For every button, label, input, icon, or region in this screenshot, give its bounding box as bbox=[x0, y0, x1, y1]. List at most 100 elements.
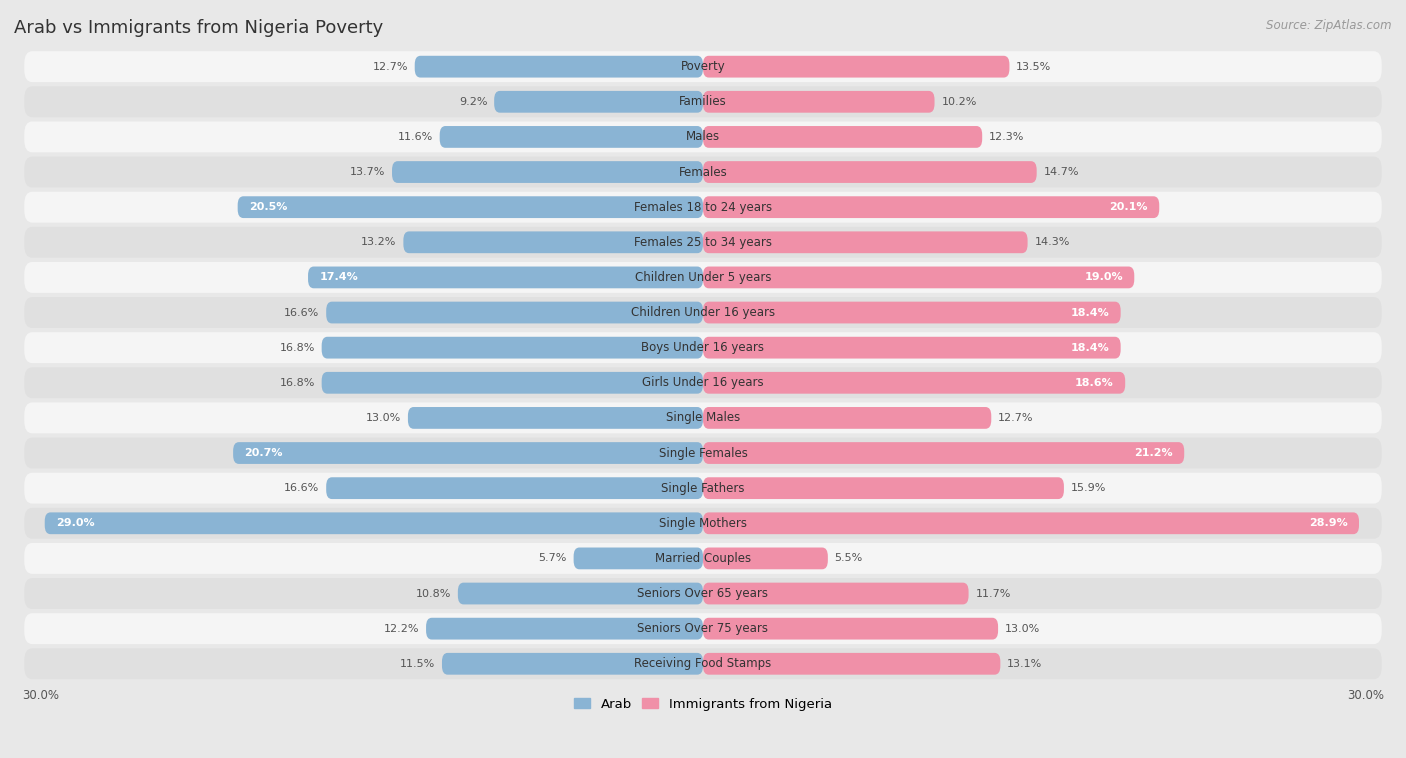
Text: Females 18 to 24 years: Females 18 to 24 years bbox=[634, 201, 772, 214]
FancyBboxPatch shape bbox=[308, 267, 703, 288]
FancyBboxPatch shape bbox=[24, 332, 1382, 363]
Text: 5.7%: 5.7% bbox=[538, 553, 567, 563]
FancyBboxPatch shape bbox=[24, 613, 1382, 644]
FancyBboxPatch shape bbox=[24, 297, 1382, 328]
FancyBboxPatch shape bbox=[24, 192, 1382, 223]
Text: Seniors Over 75 years: Seniors Over 75 years bbox=[637, 622, 769, 635]
FancyBboxPatch shape bbox=[392, 161, 703, 183]
Text: 13.1%: 13.1% bbox=[1007, 659, 1042, 669]
Text: 16.8%: 16.8% bbox=[280, 343, 315, 352]
FancyBboxPatch shape bbox=[703, 407, 991, 429]
Text: 12.2%: 12.2% bbox=[384, 624, 419, 634]
Text: 5.5%: 5.5% bbox=[835, 553, 863, 563]
FancyBboxPatch shape bbox=[458, 583, 703, 604]
FancyBboxPatch shape bbox=[426, 618, 703, 640]
Text: Receiving Food Stamps: Receiving Food Stamps bbox=[634, 657, 772, 670]
FancyBboxPatch shape bbox=[703, 618, 998, 640]
Text: 11.6%: 11.6% bbox=[398, 132, 433, 142]
Text: 20.7%: 20.7% bbox=[245, 448, 283, 458]
FancyBboxPatch shape bbox=[24, 262, 1382, 293]
FancyBboxPatch shape bbox=[494, 91, 703, 113]
FancyBboxPatch shape bbox=[24, 543, 1382, 574]
Text: Poverty: Poverty bbox=[681, 60, 725, 74]
Text: 13.2%: 13.2% bbox=[361, 237, 396, 247]
FancyBboxPatch shape bbox=[408, 407, 703, 429]
FancyBboxPatch shape bbox=[703, 302, 1121, 324]
Text: Families: Families bbox=[679, 96, 727, 108]
FancyBboxPatch shape bbox=[322, 337, 703, 359]
FancyBboxPatch shape bbox=[326, 302, 703, 324]
Text: 28.9%: 28.9% bbox=[1309, 518, 1348, 528]
Text: 13.0%: 13.0% bbox=[366, 413, 401, 423]
FancyBboxPatch shape bbox=[326, 478, 703, 499]
Text: 19.0%: 19.0% bbox=[1084, 272, 1123, 283]
Text: Single Mothers: Single Mothers bbox=[659, 517, 747, 530]
Text: Source: ZipAtlas.com: Source: ZipAtlas.com bbox=[1267, 19, 1392, 32]
Text: Single Females: Single Females bbox=[658, 446, 748, 459]
FancyBboxPatch shape bbox=[404, 231, 703, 253]
Text: Girls Under 16 years: Girls Under 16 years bbox=[643, 376, 763, 390]
FancyBboxPatch shape bbox=[703, 161, 1036, 183]
FancyBboxPatch shape bbox=[24, 368, 1382, 398]
FancyBboxPatch shape bbox=[703, 267, 1135, 288]
Text: Children Under 16 years: Children Under 16 years bbox=[631, 306, 775, 319]
FancyBboxPatch shape bbox=[703, 337, 1121, 359]
Text: 30.0%: 30.0% bbox=[1347, 689, 1384, 702]
Text: Males: Males bbox=[686, 130, 720, 143]
Text: 18.4%: 18.4% bbox=[1070, 343, 1109, 352]
FancyBboxPatch shape bbox=[415, 56, 703, 77]
Text: 18.6%: 18.6% bbox=[1076, 377, 1114, 388]
FancyBboxPatch shape bbox=[703, 231, 1028, 253]
FancyBboxPatch shape bbox=[24, 578, 1382, 609]
Text: Females 25 to 34 years: Females 25 to 34 years bbox=[634, 236, 772, 249]
Text: Children Under 5 years: Children Under 5 years bbox=[634, 271, 772, 284]
FancyBboxPatch shape bbox=[703, 512, 1360, 534]
Legend: Arab, Immigrants from Nigeria: Arab, Immigrants from Nigeria bbox=[569, 692, 837, 716]
FancyBboxPatch shape bbox=[24, 508, 1382, 539]
Text: 12.3%: 12.3% bbox=[988, 132, 1025, 142]
FancyBboxPatch shape bbox=[24, 473, 1382, 503]
FancyBboxPatch shape bbox=[703, 56, 1010, 77]
FancyBboxPatch shape bbox=[440, 126, 703, 148]
Text: 16.6%: 16.6% bbox=[284, 308, 319, 318]
Text: Females: Females bbox=[679, 165, 727, 179]
FancyBboxPatch shape bbox=[703, 196, 1160, 218]
FancyBboxPatch shape bbox=[24, 648, 1382, 679]
Text: 20.1%: 20.1% bbox=[1109, 202, 1147, 212]
FancyBboxPatch shape bbox=[24, 227, 1382, 258]
Text: 11.7%: 11.7% bbox=[976, 588, 1011, 599]
Text: 18.4%: 18.4% bbox=[1070, 308, 1109, 318]
Text: 21.2%: 21.2% bbox=[1135, 448, 1173, 458]
FancyBboxPatch shape bbox=[24, 86, 1382, 117]
Text: 9.2%: 9.2% bbox=[458, 97, 488, 107]
Text: 12.7%: 12.7% bbox=[373, 61, 408, 72]
Text: Boys Under 16 years: Boys Under 16 years bbox=[641, 341, 765, 354]
Text: Seniors Over 65 years: Seniors Over 65 years bbox=[637, 587, 769, 600]
Text: 13.0%: 13.0% bbox=[1005, 624, 1040, 634]
FancyBboxPatch shape bbox=[703, 547, 828, 569]
FancyBboxPatch shape bbox=[703, 91, 935, 113]
FancyBboxPatch shape bbox=[45, 512, 703, 534]
FancyBboxPatch shape bbox=[703, 372, 1125, 393]
FancyBboxPatch shape bbox=[24, 121, 1382, 152]
Text: 30.0%: 30.0% bbox=[22, 689, 59, 702]
Text: 16.6%: 16.6% bbox=[284, 483, 319, 493]
Text: 10.8%: 10.8% bbox=[416, 588, 451, 599]
FancyBboxPatch shape bbox=[574, 547, 703, 569]
FancyBboxPatch shape bbox=[233, 442, 703, 464]
FancyBboxPatch shape bbox=[703, 653, 1000, 675]
FancyBboxPatch shape bbox=[24, 52, 1382, 82]
FancyBboxPatch shape bbox=[24, 402, 1382, 434]
Text: 16.8%: 16.8% bbox=[280, 377, 315, 388]
FancyBboxPatch shape bbox=[441, 653, 703, 675]
Text: 14.3%: 14.3% bbox=[1035, 237, 1070, 247]
FancyBboxPatch shape bbox=[322, 372, 703, 393]
FancyBboxPatch shape bbox=[238, 196, 703, 218]
FancyBboxPatch shape bbox=[703, 126, 983, 148]
FancyBboxPatch shape bbox=[24, 157, 1382, 187]
FancyBboxPatch shape bbox=[703, 478, 1064, 499]
Text: 10.2%: 10.2% bbox=[942, 97, 977, 107]
Text: 12.7%: 12.7% bbox=[998, 413, 1033, 423]
Text: 17.4%: 17.4% bbox=[319, 272, 359, 283]
Text: 20.5%: 20.5% bbox=[249, 202, 287, 212]
